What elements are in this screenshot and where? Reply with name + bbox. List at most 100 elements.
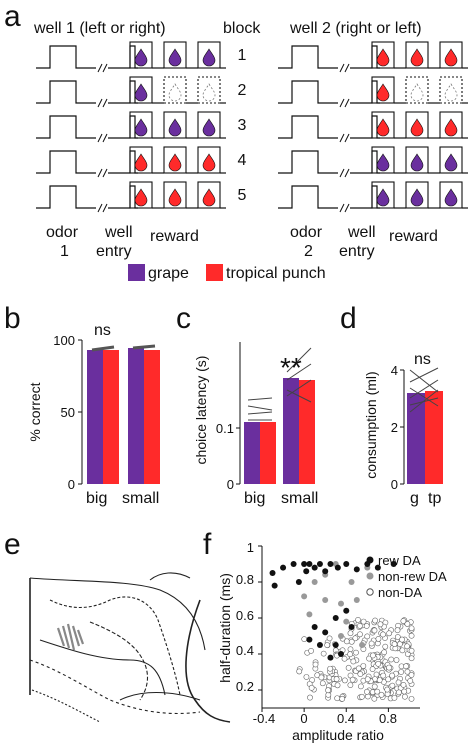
- non-da-point: [360, 618, 367, 625]
- non-da-point: [381, 649, 388, 656]
- non-da-point: [353, 649, 359, 656]
- well2-reward-box-5-2: [405, 181, 429, 209]
- panel-f-xtick-4: 0.8: [379, 711, 397, 726]
- panel-b-letter: b: [4, 302, 21, 335]
- non-da-point: [339, 695, 346, 702]
- non-da-point: [357, 683, 364, 690]
- non-da-point: [384, 686, 391, 693]
- rew-da-point: [306, 636, 313, 643]
- panel-f-points: [269, 561, 415, 702]
- well2-drop-grape-5-1: [376, 188, 390, 207]
- non-da-point: [333, 676, 340, 682]
- non-da-point: [365, 693, 371, 700]
- well1-title: well 1 (left or right): [33, 20, 166, 37]
- well2-title: well 2 (right or left): [289, 20, 422, 37]
- well1-well-entry-2: [108, 80, 138, 104]
- nonrew-da-point: [338, 600, 344, 607]
- well2-odor-pulse-5: [278, 185, 338, 209]
- legend-rew-da: rew DA: [378, 553, 421, 568]
- well2-drop-grape-5-3: [444, 188, 458, 207]
- well1-reward-box-1-2: [163, 41, 187, 69]
- non-da-point: [404, 668, 411, 675]
- rew-da-point: [280, 564, 287, 571]
- non-da-point: [408, 632, 415, 639]
- non-da-point: [377, 621, 384, 628]
- panel-b-bar-big-grape: [87, 350, 103, 484]
- non-da-point: [341, 655, 348, 662]
- non-da-point: [408, 647, 415, 654]
- non-da-point: [369, 666, 376, 673]
- trial-rows: 1 2 3 4 5: [36, 41, 468, 213]
- well1-drop-tropical-5-2: [168, 188, 182, 207]
- panel-b-bar-big-tropical: [103, 350, 119, 484]
- block-number-2: 2: [238, 82, 247, 99]
- non-da-point: [312, 661, 319, 668]
- block-number-5: 5: [238, 187, 247, 204]
- non-da-point: [355, 617, 361, 623]
- well1-reward-box-2-3: [197, 76, 221, 104]
- non-da-point: [391, 641, 398, 647]
- non-da-point: [404, 621, 411, 627]
- well2-reward-box-5-3: [439, 181, 463, 209]
- well2-reward-box-1-1: [371, 41, 395, 69]
- panel-c-significance: **: [280, 352, 302, 383]
- non-da-point: [386, 664, 392, 671]
- rew-da-point: [322, 568, 329, 575]
- panel-b-ytick-50: 50: [61, 405, 75, 420]
- panel-d-bar-grape: [407, 393, 425, 484]
- well1-time-break-5: [97, 203, 108, 213]
- well2-time-break-1: [339, 63, 350, 73]
- non-da-point: [334, 682, 341, 689]
- well1-odor-pulse-1: [36, 45, 96, 69]
- non-da-point: [400, 681, 407, 688]
- rew-da-point: [343, 561, 350, 567]
- panel-d-letter: d: [340, 302, 357, 335]
- well2-well-entry-2: [350, 80, 380, 104]
- well2-odor-pulse-4: [278, 150, 338, 174]
- well2-time-break-5: [339, 203, 350, 213]
- rew-da-point: [332, 642, 339, 648]
- well1-odor-pulse-5: [36, 185, 96, 209]
- well1-reward-box-3-1: [129, 111, 153, 139]
- non-da-point: [307, 694, 313, 701]
- nonrew-da-point: [338, 633, 344, 639]
- non-da-point: [364, 633, 371, 640]
- panel-d-ylabel: consumption (ml): [363, 371, 379, 478]
- legend-tropical-label: tropical punch: [226, 265, 326, 282]
- nonrew-da-point: [306, 611, 313, 618]
- well2-time-break-3: [339, 133, 350, 143]
- non-da-point: [408, 672, 415, 678]
- panel-f-letter: f: [203, 528, 212, 561]
- rew-da-point: [327, 654, 334, 661]
- well1-reward-box-4-3: [197, 146, 221, 174]
- non-da-point: [371, 627, 378, 634]
- non-da-point: [388, 656, 395, 663]
- non-da-point: [318, 674, 325, 681]
- non-da-point: [407, 677, 414, 684]
- panel-c-ytick-01: 0.1: [216, 421, 234, 436]
- trial-row-2: 2: [36, 76, 468, 108]
- well1-reward-box-3-2: [163, 111, 187, 139]
- non-da-point: [319, 680, 326, 687]
- well1-reward-box-2-2: [163, 76, 187, 104]
- legend-non-da-marker: [366, 588, 374, 596]
- non-da-point: [396, 689, 402, 696]
- non-da-point: [334, 695, 341, 702]
- non-da-point: [403, 663, 409, 670]
- panel-c-bar-small-grape: [283, 378, 299, 484]
- non-da-point: [394, 634, 401, 640]
- well2-empty-drop-2-3: [444, 83, 458, 102]
- panel-b-subject-lines-small: [132, 344, 156, 350]
- nonrew-da-point: [359, 642, 366, 648]
- rew-da-point: [322, 629, 329, 636]
- rew-da-point: [311, 624, 318, 630]
- panel-f-ytick-06: 0.6: [236, 608, 254, 623]
- non-da-point: [320, 650, 327, 657]
- rew-da-point: [271, 582, 278, 589]
- non-da-point: [350, 658, 357, 665]
- panel-c-ytick-0: 0: [227, 477, 234, 492]
- panel-c-bar-small-tropical: [299, 380, 315, 484]
- panel-b-ns: ns: [94, 322, 111, 339]
- legend-nonrew-da: non-rew DA: [378, 569, 447, 584]
- non-da-point: [355, 665, 362, 672]
